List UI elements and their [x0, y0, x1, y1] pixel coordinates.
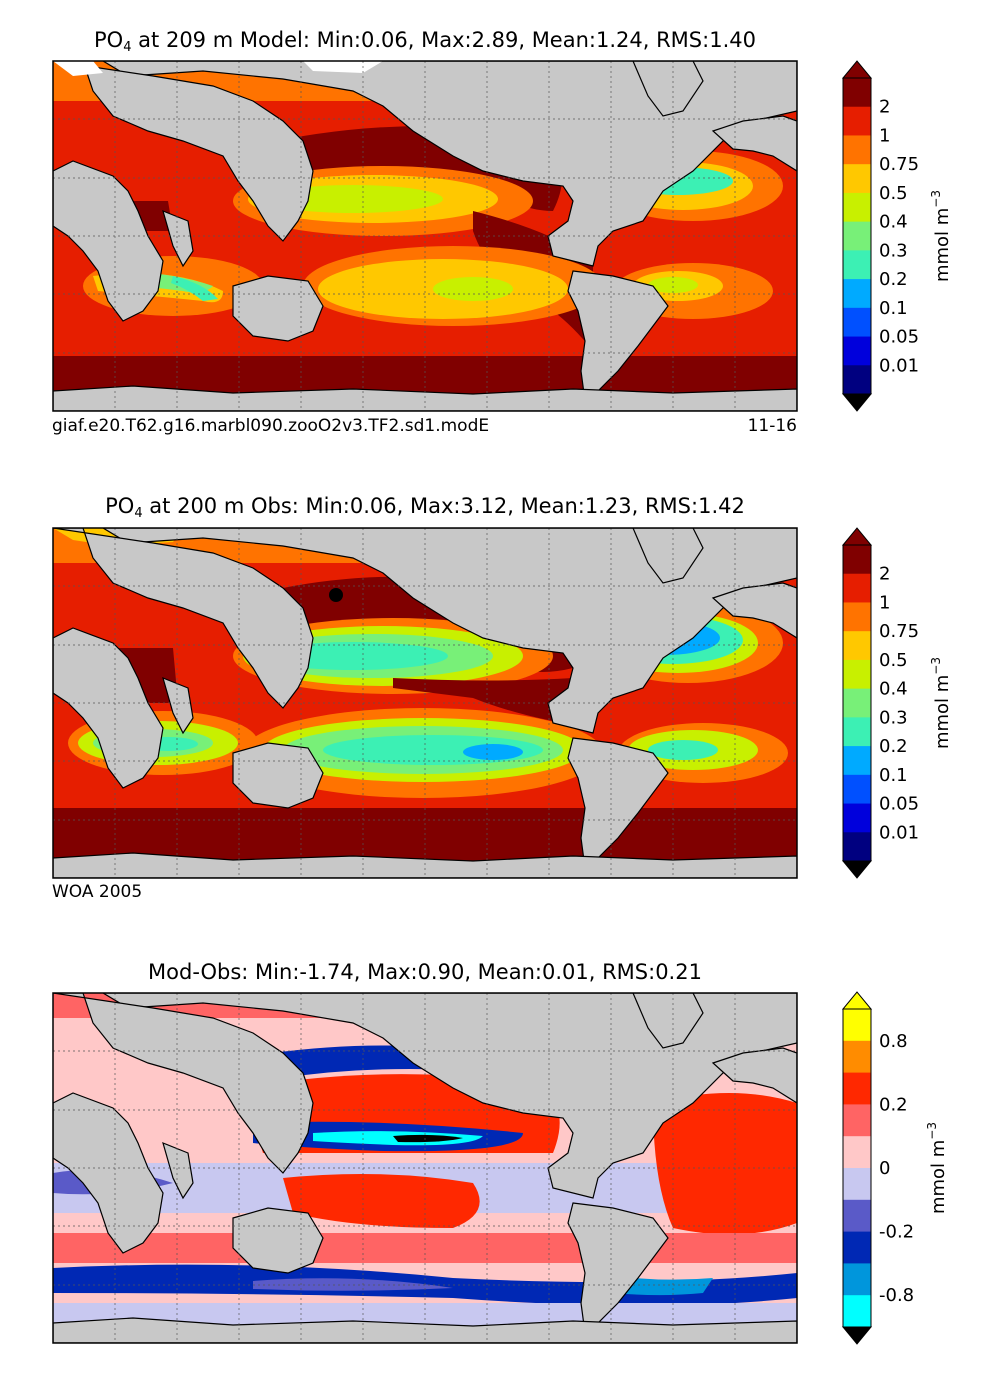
- colorbar-segment: [843, 832, 871, 862]
- colorbar-tick-label: -0.2: [879, 1222, 914, 1243]
- colorbar-tick-label: 0.01: [879, 355, 919, 376]
- colorbar-tick-label: 0.05: [879, 794, 919, 815]
- colorbar-segment: [843, 279, 871, 309]
- model-colorbar: 2 1 0.75 0.5 0.4 0.3 0.2 0.1 0.05 0.01 mmol m−3: [841, 60, 953, 412]
- colorbar-segment: [843, 106, 871, 136]
- colorbar-segment: [843, 573, 871, 603]
- colorbar-extend-min: [841, 393, 873, 412]
- colorbar-segment: [843, 365, 871, 395]
- colorbar-tick-label: 0.5: [879, 650, 908, 671]
- colorbar-tick-label: 0.3: [879, 240, 908, 261]
- colorbar-tick-label: 0.05: [879, 327, 919, 348]
- colorbar-tick-label: 0.4: [879, 679, 908, 700]
- model-gridlines: [53, 61, 797, 411]
- obs-panel-title: PO4 at 200 m Obs: Min:0.06, Max:3.12, Me…: [105, 494, 745, 521]
- colorbar-extend-min: [841, 1326, 873, 1345]
- colorbar-segment: [843, 1040, 871, 1074]
- colorbar-segment: [843, 307, 871, 338]
- colorbar-segment: [843, 631, 871, 661]
- colorbar-segment: [843, 1168, 871, 1201]
- colorbar-frame: [842, 77, 872, 395]
- diff-panel-title: Mod-Obs: Min:-1.74, Max:0.90, Mean:0.01,…: [148, 960, 702, 984]
- colorbar-tick-label: 1: [879, 592, 890, 613]
- colorbar-frame: [842, 1008, 872, 1328]
- colorbar-tick-label: 0.2: [879, 269, 908, 290]
- colorbar-segment: [843, 1136, 871, 1169]
- colorbar-segment: [843, 1295, 871, 1328]
- colorbar-segment: [843, 659, 871, 690]
- colorbar-tick-label: 0.3: [879, 707, 908, 728]
- colorbar-segment: [843, 192, 871, 223]
- colorbar-segment: [843, 1263, 871, 1296]
- colorbar-segment: [843, 164, 871, 194]
- colorbar-segment: [843, 1072, 871, 1105]
- colorbar-tick-label: 0.1: [879, 765, 908, 786]
- colorbar-segment: [843, 717, 871, 747]
- colorbar-tick-label: 0.75: [879, 621, 919, 642]
- colorbar-tick-label: 0.1: [879, 298, 908, 319]
- obs-source-caption: WOA 2005: [52, 882, 143, 902]
- colorbar-units-label: mmol m−3: [925, 1122, 949, 1214]
- colorbar-segment: [843, 221, 871, 251]
- colorbar-segment: [843, 746, 871, 776]
- colorbar-units-label: mmol m−3: [929, 190, 953, 282]
- model-panel-title: PO4 at 209 m Model: Min:0.06, Max:2.89, …: [94, 28, 756, 55]
- model-run-caption: giaf.e20.T62.g16.marbl090.zooO2v3.TF2.sd…: [52, 416, 490, 436]
- colorbar-segment: [843, 1199, 871, 1233]
- colorbar-tick-label: 2: [879, 97, 890, 118]
- colorbar-tick-label: -0.8: [879, 1285, 914, 1306]
- colorbar-segment: [843, 250, 871, 280]
- colorbar-tick-label: 0.8: [879, 1031, 908, 1052]
- colorbar-tick-label: 0.75: [879, 154, 919, 175]
- obs-colorbar: 2 1 0.75 0.5 0.4 0.3 0.2 0.1 0.05 0.01 mmol m−3: [841, 527, 953, 879]
- colorbar-segment: [843, 336, 871, 366]
- colorbar-tick-label: 0.5: [879, 183, 908, 204]
- colorbar-segment: [843, 803, 871, 833]
- colorbar-units-label: mmol m−3: [929, 657, 953, 749]
- colorbar-segment: [843, 545, 871, 575]
- colorbar-segment: [843, 78, 871, 108]
- colorbar-tick-label: 0.01: [879, 822, 919, 843]
- obs-map-frame: [52, 527, 798, 879]
- colorbar-tick-label: 0: [879, 1158, 890, 1179]
- colorbar-segment: [843, 1009, 871, 1042]
- colorbar-tick-label: 0.2: [879, 1094, 908, 1115]
- colorbar-tick-label: 0.2: [879, 736, 908, 757]
- colorbar-frame: [842, 544, 872, 862]
- diff-gridlines: [53, 993, 797, 1343]
- model-date-caption: 11-16: [747, 416, 797, 436]
- obs-gridlines: [53, 528, 797, 878]
- colorbar-segment: [843, 774, 871, 805]
- colorbar-segment: [843, 1104, 871, 1137]
- colorbar-tick-label: 0.4: [879, 212, 908, 233]
- colorbar-segment: [843, 1231, 871, 1264]
- colorbar-segment: [843, 135, 871, 165]
- colorbar-extend-max: [841, 991, 873, 1010]
- colorbar-extend-max: [841, 527, 873, 546]
- diff-colorbar: 0.8 0.2 0 -0.2 -0.8 mmol m−3: [841, 991, 949, 1345]
- model-map-frame: [52, 60, 798, 412]
- colorbar-segment: [843, 602, 871, 632]
- colorbar-extend-min: [841, 860, 873, 879]
- colorbar-tick-label: 1: [879, 125, 890, 146]
- colorbar-extend-max: [841, 60, 873, 79]
- colorbar-segment: [843, 688, 871, 718]
- diff-map-frame: [52, 992, 798, 1344]
- colorbar-tick-label: 2: [879, 564, 890, 585]
